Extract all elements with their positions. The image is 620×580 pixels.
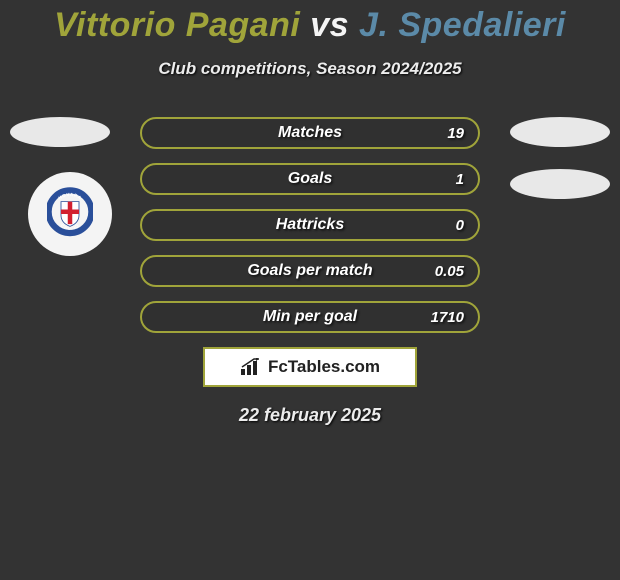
subtitle: Club competitions, Season 2024/2025	[0, 59, 620, 79]
stat-value: 1710	[431, 309, 464, 326]
stat-label: Hattricks	[142, 216, 478, 234]
player-photo-placeholder-left	[10, 117, 110, 147]
stat-value: 19	[447, 125, 464, 142]
club-shield-icon: NOVARA CALCIO	[47, 187, 93, 241]
stat-bar-goals-per-match: Goals per match 0.05	[140, 255, 480, 287]
club-badge: NOVARA CALCIO	[28, 172, 112, 256]
stat-value: 0.05	[435, 263, 464, 280]
brand-box[interactable]: FcTables.com	[203, 347, 417, 387]
stat-label: Goals per match	[142, 262, 478, 280]
stat-bar-hattricks: Hattricks 0	[140, 209, 480, 241]
stat-bar-matches: Matches 19	[140, 117, 480, 149]
page-title: Vittorio Pagani vs J. Spedalieri	[0, 0, 620, 45]
title-vs: vs	[310, 6, 349, 44]
player-photo-placeholder-right-1	[510, 117, 610, 147]
player-2-name: J. Spedalieri	[359, 6, 566, 44]
stat-value: 1	[456, 171, 464, 188]
date: 22 february 2025	[0, 405, 620, 426]
content: NOVARA CALCIO Matches 19 Goals 1 Hattric…	[0, 117, 620, 426]
player-photo-placeholder-right-2	[510, 169, 610, 199]
stat-value: 0	[456, 217, 464, 234]
stat-label: Min per goal	[142, 308, 478, 326]
barchart-icon	[240, 358, 262, 376]
stat-bars: Matches 19 Goals 1 Hattricks 0 Goals per…	[140, 117, 480, 333]
stat-label: Goals	[142, 170, 478, 188]
brand-text: FcTables.com	[268, 357, 380, 377]
player-1-name: Vittorio Pagani	[54, 6, 300, 44]
stat-label: Matches	[142, 124, 478, 142]
stat-bar-goals: Goals 1	[140, 163, 480, 195]
stat-bar-min-per-goal: Min per goal 1710	[140, 301, 480, 333]
